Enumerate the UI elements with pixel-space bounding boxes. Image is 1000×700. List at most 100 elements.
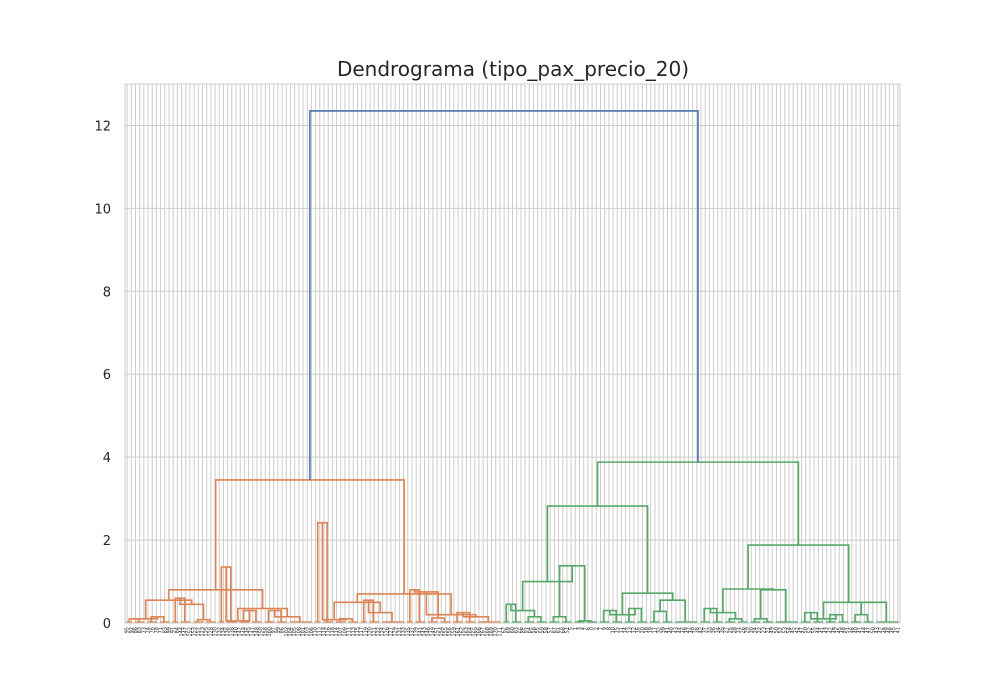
leaf-label: 19 <box>648 627 654 633</box>
leaf-label: 42 <box>879 627 885 633</box>
leaf-label: 59 <box>539 627 545 633</box>
leaf-label: 116 <box>326 627 332 637</box>
leaf-label: 50 <box>870 627 876 633</box>
leaf-label: 44 <box>862 627 868 633</box>
leaf-label: 6 <box>585 627 591 630</box>
dendrogram-link <box>722 588 775 613</box>
dendrogram-link <box>527 615 542 623</box>
leaf-label: 54 <box>786 627 792 633</box>
leaf-label: 171 <box>497 627 503 637</box>
leaf-label: 13 <box>627 627 633 633</box>
leaf-label: 48 <box>690 627 696 633</box>
leaf-label: 7 <box>598 627 604 630</box>
leaf-label: 67 <box>552 627 558 633</box>
leaf-label: 43 <box>824 627 830 633</box>
leaf-label: 26 <box>740 627 746 633</box>
y-tick-label: 10 <box>94 202 111 217</box>
leaf-label: 163 <box>464 627 470 637</box>
leaf-label: 120 <box>368 627 374 637</box>
leaf-label: 170 <box>493 627 499 637</box>
leaf-label: 149 <box>430 627 436 637</box>
y-tick-label: 12 <box>94 119 111 134</box>
leaf-label: 12 <box>631 627 637 633</box>
leaf-label: 166 <box>476 627 482 637</box>
dendrogram-link <box>759 589 787 623</box>
leaf-label: 150 <box>259 627 265 637</box>
leaf-label: 65 <box>523 627 529 633</box>
leaf-label: 55 <box>535 627 541 633</box>
leaf-label: 28 <box>732 627 738 633</box>
leaf-label: 10 <box>611 627 617 633</box>
leaf-label: 1 <box>573 627 579 630</box>
leaf-label: 0 <box>590 627 596 630</box>
leaf-label: 27 <box>724 627 730 633</box>
leaf-label: 123 <box>200 627 206 637</box>
leaf-label: 15 <box>615 627 621 633</box>
leaf-labels: 9592868373747678718399918414414715215315… <box>125 627 902 637</box>
leaf-label: 78 <box>154 627 160 633</box>
leaf-label: 156 <box>447 627 453 637</box>
leaf-label: 102 <box>284 627 290 637</box>
leaf-label: 64 <box>527 627 533 633</box>
dendrogram-link <box>822 601 874 619</box>
leaf-label: 57 <box>548 627 554 633</box>
leaf-label: 127 <box>389 627 395 637</box>
leaf-label: 84 <box>175 627 181 633</box>
leaf-label: 37 <box>703 627 709 633</box>
leaf-label: 3 <box>577 627 583 630</box>
dendrogram-link <box>356 593 452 615</box>
leaf-label: 139 <box>414 627 420 637</box>
leaf-label: 164 <box>468 627 474 637</box>
y-tick-label: 4 <box>103 451 111 466</box>
leaf-label: 137 <box>409 627 415 637</box>
leaf-label: 23 <box>761 627 767 633</box>
leaf-label: 151 <box>435 627 441 637</box>
leaf-label: 152 <box>187 627 193 637</box>
leaf-label: 165 <box>472 627 478 637</box>
dendrogram-link <box>854 613 869 623</box>
leaf-label: 52 <box>778 627 784 633</box>
leaf-label: 144 <box>179 627 185 637</box>
dendrogram-link <box>653 610 668 623</box>
leaf-label: 107 <box>338 627 344 637</box>
y-tick-label: 2 <box>103 534 111 549</box>
leaf-label: 109 <box>342 627 348 637</box>
leaf-label: 143 <box>422 627 428 637</box>
leaf-label: 135 <box>405 627 411 637</box>
leaf-label: 125 <box>204 627 210 637</box>
y-axis: 0 2 4 6 8 10 12 <box>94 119 111 632</box>
leaf-label: 41 <box>665 627 671 633</box>
plot-frame <box>124 83 901 624</box>
leaf-label: 43 <box>874 627 880 633</box>
leaf-label: 86 <box>133 627 139 633</box>
y-tick-label: 8 <box>103 285 111 300</box>
leaf-label: 153 <box>192 627 198 637</box>
leaf-label: 73 <box>141 627 147 633</box>
leaf-label: 106 <box>309 627 315 637</box>
dendrogram-link <box>214 479 405 594</box>
leaf-label: 97 <box>271 627 277 633</box>
leaf-label: 20 <box>640 627 646 633</box>
leaf-label: 158 <box>263 627 269 637</box>
leaf-label: 101 <box>301 627 307 637</box>
leaf-label: 133 <box>401 627 407 637</box>
leaf-label: 118 <box>330 627 336 637</box>
leaf-label: 33 <box>707 627 713 633</box>
leaf-label: 25 <box>728 627 734 633</box>
dendrogram-link <box>273 610 301 623</box>
leaf-label: 148 <box>254 627 260 637</box>
leaf-label: 17 <box>652 627 658 633</box>
dendrogram-link <box>621 592 674 615</box>
leaf-label: 155 <box>443 627 449 637</box>
leaf-label: 8 <box>606 627 612 630</box>
leaf-label: 105 <box>292 627 298 637</box>
leaf-label: 104 <box>288 627 294 637</box>
leaf-label: 44 <box>678 627 684 633</box>
leaf-label: 136 <box>225 627 231 637</box>
leaf-label: 50 <box>803 627 809 633</box>
dendrogram-link <box>703 607 718 623</box>
leaf-label: 108 <box>296 627 302 637</box>
leaf-label: 114 <box>334 627 340 637</box>
